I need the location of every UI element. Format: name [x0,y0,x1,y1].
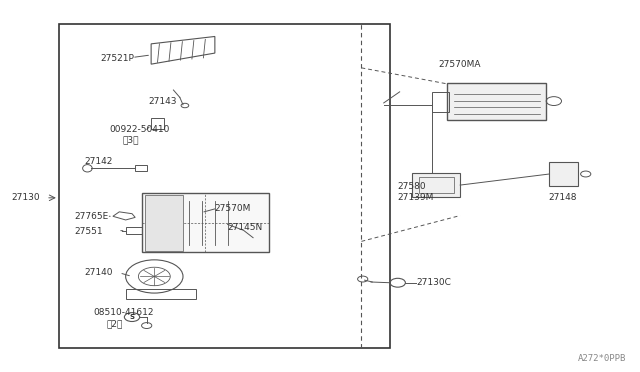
Text: 27142: 27142 [84,157,113,166]
Text: 27143: 27143 [148,97,177,106]
Text: 27148: 27148 [548,193,577,202]
Text: 27570MA: 27570MA [438,60,481,69]
Text: 27580: 27580 [397,182,426,191]
Bar [412,173,460,197]
Bar [447,83,546,119]
Text: S: S [129,314,134,320]
Text: 27765E: 27765E [75,212,109,221]
Text: A272*0PPB: A272*0PPB [577,354,626,363]
Bar [151,118,164,129]
Bar [125,289,196,299]
Text: （3）: （3） [122,135,139,144]
Bar [431,92,449,112]
Text: 27130: 27130 [11,193,40,202]
Text: 27130C: 27130C [417,278,452,287]
Bar [145,195,183,251]
Text: 27139M: 27139M [397,193,434,202]
Bar [125,227,141,234]
Text: （2）: （2） [106,319,123,328]
Bar [549,162,578,186]
Text: 00922-50410: 00922-50410 [109,125,170,134]
Text: 27570M: 27570M [215,203,252,213]
Bar [419,177,454,193]
Text: 27521P: 27521P [100,54,134,63]
Text: 27140: 27140 [84,268,113,277]
Text: 08510-41612: 08510-41612 [94,308,154,317]
Bar [135,165,147,171]
Text: 27551: 27551 [75,227,103,235]
Text: 27145N: 27145N [228,223,263,232]
Bar [59,23,390,349]
Bar [141,193,269,253]
